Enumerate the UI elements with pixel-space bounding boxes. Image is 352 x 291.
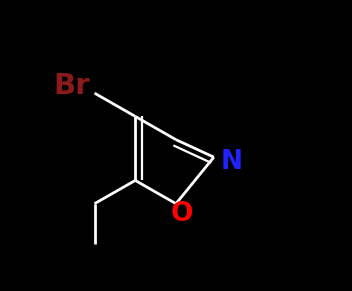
Text: N: N	[220, 148, 242, 175]
Text: Br: Br	[53, 72, 89, 100]
Text: O: O	[171, 201, 193, 227]
